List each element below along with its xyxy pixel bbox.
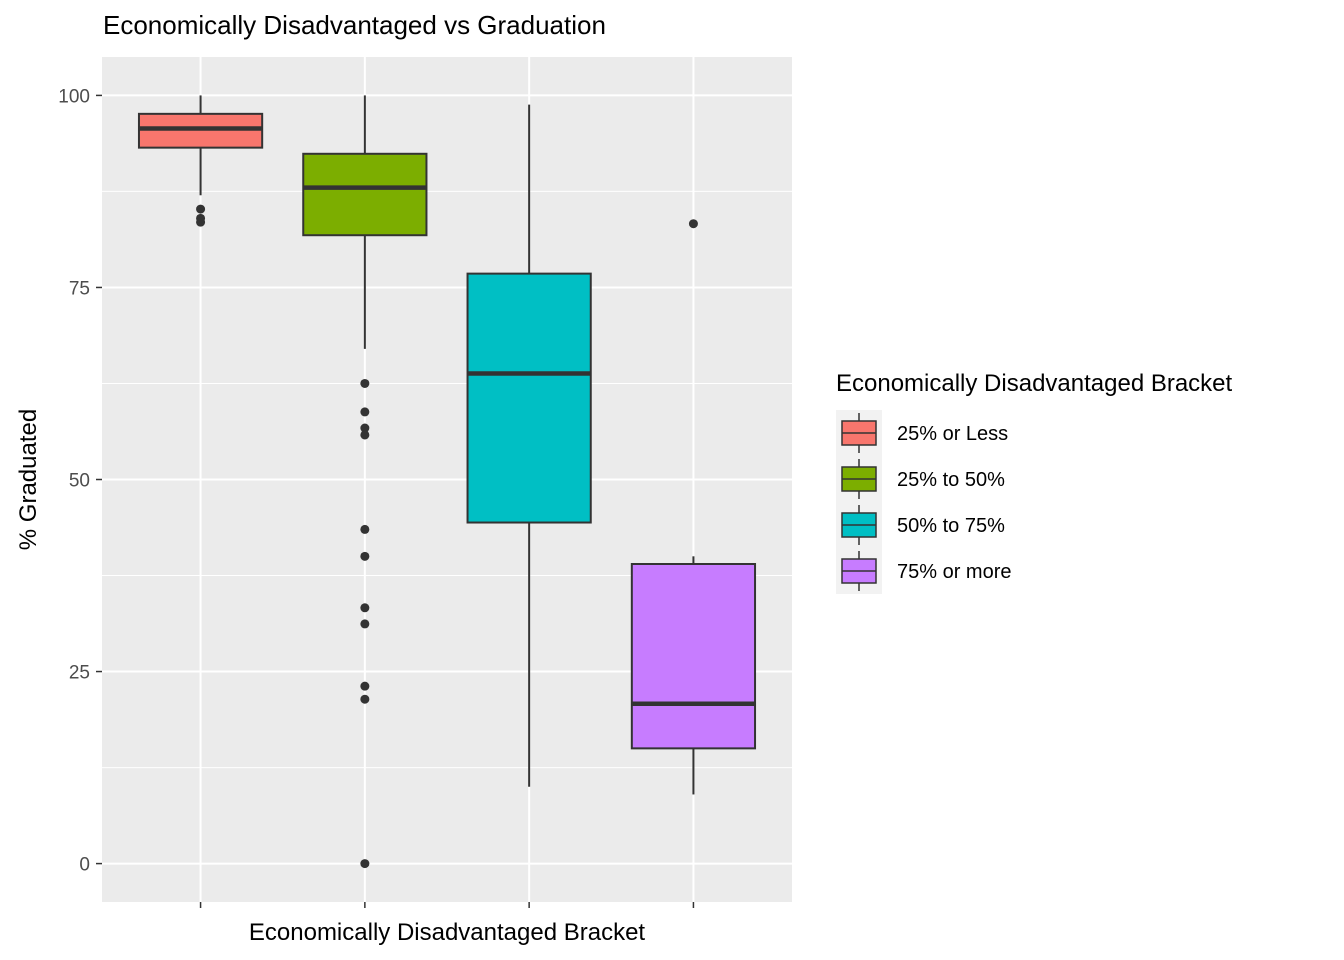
outlier-point: [360, 524, 370, 534]
outlier-point: [360, 378, 370, 388]
outlier-point: [196, 204, 206, 214]
outlier-point: [360, 430, 370, 440]
outlier-point: [360, 619, 370, 629]
box: [302, 152, 428, 237]
y-axis: 0 25 50 75 100: [58, 86, 695, 908]
legend-label: 25% to 50%: [897, 469, 1005, 491]
box: [137, 112, 264, 149]
y-axis-title: % Graduated: [15, 409, 42, 550]
chart-title: Economically Disadvantaged vs Graduation: [103, 10, 606, 40]
legend-label: 50% to 75%: [897, 515, 1005, 537]
outlier-point: [688, 219, 698, 229]
y-tick-label: 0: [79, 855, 90, 876]
boxplot-group: [630, 219, 757, 795]
boxplot-group: [302, 95, 428, 869]
y-tick-label: 25: [69, 663, 90, 684]
outlier-point: [196, 217, 206, 227]
outlier-point: [360, 681, 370, 691]
legend: Economically Disadvantaged Bracket 25% o…: [836, 370, 1233, 594]
legend-label: 75% or more: [897, 561, 1012, 583]
outlier-point: [360, 603, 370, 613]
boxplots: [137, 95, 757, 869]
outlier-point: [360, 859, 370, 869]
outlier-point: [360, 407, 370, 417]
boxplot-group: [466, 104, 592, 787]
y-tick-label: 75: [69, 278, 90, 299]
y-tick-label: 100: [58, 86, 90, 107]
box: [630, 563, 757, 750]
legend-label: 25% or Less: [897, 423, 1008, 445]
x-axis-title: Economically Disadvantaged Bracket: [249, 919, 646, 946]
outlier-point: [360, 551, 370, 561]
y-tick-label: 50: [69, 471, 90, 492]
boxplot-group: [137, 95, 264, 227]
box: [466, 272, 592, 524]
outlier-point: [360, 423, 370, 433]
legend-title: Economically Disadvantaged Bracket: [836, 370, 1233, 397]
outlier-point: [360, 694, 370, 704]
